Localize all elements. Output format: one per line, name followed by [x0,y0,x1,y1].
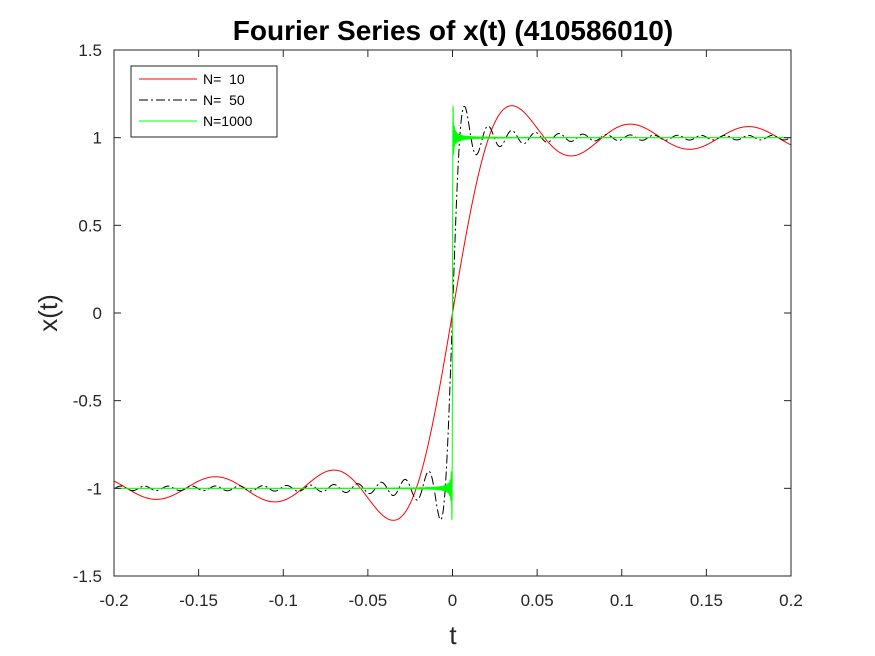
x-tick-label: 0 [448,591,457,610]
y-tick-label: -1.5 [73,567,102,586]
x-tick-label: 0.15 [690,591,723,610]
legend: N= 10 N= 50 N=1000 [130,65,278,138]
series-line-2 [114,105,791,521]
x-tick-label: 0.1 [610,591,634,610]
legend-box [130,65,278,138]
x-tick-label: -0.05 [349,591,388,610]
legend-entry-label: N= 50 [203,92,245,108]
legend-entry-label: N=1000 [203,113,253,129]
y-tick-label: 0.5 [78,216,102,235]
y-tick-label: -1 [87,479,102,498]
x-tick-label: -0.2 [99,591,128,610]
series-layer [114,105,791,521]
y-axis-label: x(t) [33,294,63,332]
x-tick-label: -0.1 [269,591,298,610]
x-tick-label: 0.2 [779,591,803,610]
x-axis-ticks: -0.2 -0.15 -0.1 -0.05 0 0.05 0.1 0.15 0.2 [99,50,803,610]
series-line-1 [114,105,791,521]
chart-title: Fourier Series of x(t) (410586010) [233,15,673,46]
y-axis-ticks: -1.5 -1 -0.5 0 0.5 1 1.5 [73,41,791,586]
y-tick-label: -0.5 [73,392,102,411]
x-axis-label: t [449,620,457,650]
legend-entry-label: N= 10 [203,71,245,87]
y-tick-label: 0 [93,304,102,323]
x-tick-label: 0.05 [521,591,554,610]
y-tick-label: 1.5 [78,41,102,60]
x-tick-label: -0.15 [179,591,218,610]
y-tick-label: 1 [93,129,102,148]
